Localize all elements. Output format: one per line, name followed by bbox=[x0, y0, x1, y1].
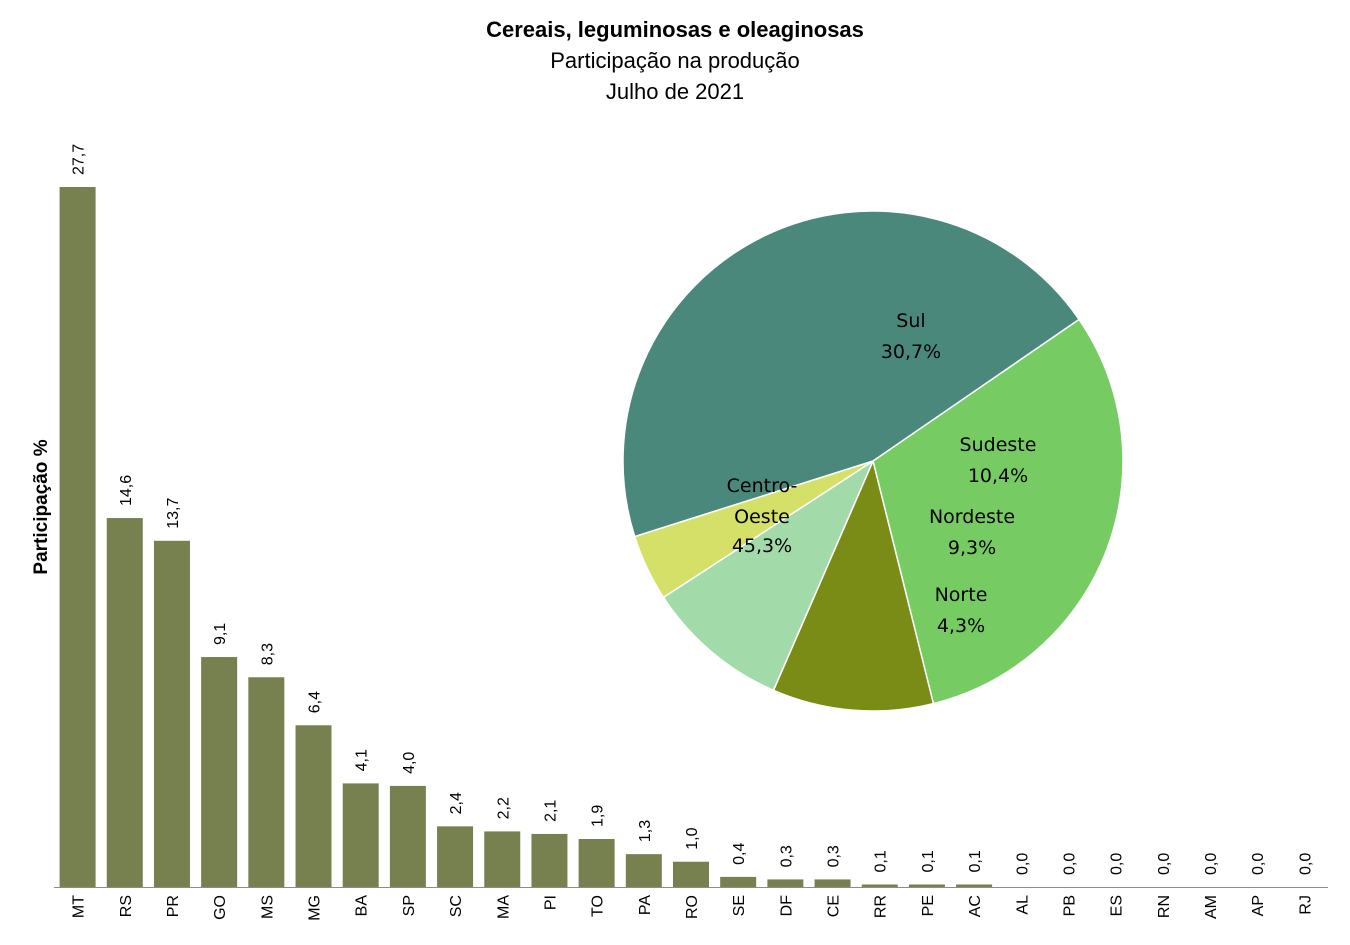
bar-MA bbox=[484, 831, 521, 887]
category-label-PA: PA bbox=[637, 895, 654, 915]
category-label-MT: MT bbox=[71, 895, 88, 918]
bar-MS bbox=[248, 677, 285, 887]
category-label-AC: AC bbox=[967, 895, 984, 917]
pie-label-centro-oeste-name: Oeste bbox=[734, 506, 790, 528]
bar-AC bbox=[956, 884, 993, 887]
value-label-SC: 2,4 bbox=[448, 792, 465, 814]
value-label-SE: 0,4 bbox=[731, 843, 748, 865]
category-label-MA: MA bbox=[495, 895, 512, 919]
bar-RO bbox=[673, 861, 709, 887]
value-label-RN: 0,0 bbox=[1156, 853, 1173, 875]
category-label-PR: PR bbox=[165, 895, 182, 917]
value-label-MA: 2,2 bbox=[495, 797, 512, 819]
bar-PR bbox=[153, 540, 190, 887]
bar-SP bbox=[389, 785, 426, 887]
bar-MT bbox=[59, 187, 96, 887]
value-label-CE: 0,3 bbox=[826, 845, 843, 867]
value-label-PB: 0,0 bbox=[1061, 853, 1078, 875]
pie-slice-sudeste bbox=[772, 458, 935, 712]
category-label-MG: MG bbox=[307, 895, 324, 921]
category-label-PB: PB bbox=[1061, 895, 1078, 916]
pie-label-centro-oeste-value: 45,3% bbox=[732, 535, 792, 557]
bar-SE bbox=[720, 876, 757, 887]
value-label-GO: 9,1 bbox=[212, 623, 229, 645]
category-label-SP: SP bbox=[401, 895, 418, 916]
category-label-SE: SE bbox=[731, 895, 748, 916]
bar-PE bbox=[908, 884, 945, 887]
value-label-RJ: 0,0 bbox=[1297, 853, 1314, 875]
category-label-BA: BA bbox=[354, 895, 371, 917]
bar-RS bbox=[106, 518, 143, 887]
pie-label-norte-name: Norte bbox=[935, 584, 988, 606]
value-label-PA: 1,3 bbox=[637, 820, 654, 842]
bar-MG bbox=[295, 725, 332, 887]
category-label-RN: RN bbox=[1156, 895, 1173, 918]
category-label-DF: DF bbox=[778, 895, 795, 917]
value-label-SP: 4,0 bbox=[401, 752, 418, 774]
value-label-MG: 6,4 bbox=[307, 691, 324, 713]
category-label-RJ: RJ bbox=[1297, 895, 1314, 915]
pie-label-sudeste-name: Sudeste bbox=[960, 434, 1037, 456]
category-label-PI: PI bbox=[542, 895, 559, 910]
bar-TO bbox=[578, 838, 615, 887]
pie-slice-sul bbox=[872, 318, 1124, 705]
category-label-SC: SC bbox=[448, 895, 465, 917]
pie-label-sul-value: 30,7% bbox=[881, 341, 941, 363]
bar-BA bbox=[342, 783, 379, 887]
pie-slice-centro-oeste bbox=[622, 210, 1081, 538]
category-label-MS: MS bbox=[259, 895, 276, 919]
pie-label-centro-oeste-name: Centro- bbox=[727, 475, 798, 497]
bar-SC bbox=[437, 826, 474, 887]
chart-subtitle: Participação na produção bbox=[550, 48, 800, 73]
category-label-RS: RS bbox=[118, 895, 135, 917]
category-label-ES: ES bbox=[1109, 895, 1126, 916]
category-label-CE: CE bbox=[826, 895, 843, 917]
value-label-PI: 2,1 bbox=[542, 800, 559, 822]
value-label-RS: 14,6 bbox=[118, 475, 135, 506]
bar-PA bbox=[625, 854, 662, 887]
category-label-TO: TO bbox=[590, 895, 607, 917]
category-label-AM: AM bbox=[1203, 895, 1220, 919]
value-label-RO: 1,0 bbox=[684, 827, 701, 849]
value-label-BA: 4,1 bbox=[354, 749, 371, 771]
pie-label-norte-value: 4,3% bbox=[937, 615, 985, 637]
bar-CE bbox=[814, 879, 851, 887]
pie-label-nordeste-value: 9,3% bbox=[948, 537, 996, 559]
value-label-DF: 0,3 bbox=[778, 845, 795, 867]
value-label-MT: 27,7 bbox=[71, 144, 88, 175]
pie-label-sudeste-value: 10,4% bbox=[968, 465, 1028, 487]
chart-titles: Cereais, leguminosas e oleaginosas Parti… bbox=[0, 14, 1350, 107]
value-label-PE: 0,1 bbox=[920, 850, 937, 872]
value-label-AP: 0,0 bbox=[1250, 853, 1267, 875]
value-label-MS: 8,3 bbox=[259, 643, 276, 665]
value-label-AM: 0,0 bbox=[1203, 853, 1220, 875]
category-label-PE: PE bbox=[920, 895, 937, 916]
category-label-RR: RR bbox=[873, 895, 890, 918]
category-label-AL: AL bbox=[1014, 895, 1031, 915]
value-label-PR: 13,7 bbox=[165, 498, 182, 529]
value-label-ES: 0,0 bbox=[1109, 853, 1126, 875]
chart-title: Cereais, leguminosas e oleaginosas bbox=[486, 17, 864, 42]
pie-slice-nordeste bbox=[662, 459, 875, 692]
pie-label-nordeste-name: Nordeste bbox=[929, 506, 1015, 528]
category-label-RO: RO bbox=[684, 895, 701, 919]
chart-period: Julho de 2021 bbox=[605, 79, 745, 104]
pie-label-sul-name: Sul bbox=[896, 310, 925, 332]
value-label-TO: 1,9 bbox=[590, 805, 607, 827]
bar-GO bbox=[201, 657, 238, 887]
category-label-AP: AP bbox=[1250, 895, 1267, 916]
bar-RR bbox=[861, 884, 898, 887]
bar-PI bbox=[531, 833, 568, 887]
value-label-AL: 0,0 bbox=[1014, 853, 1031, 875]
value-label-AC: 0,1 bbox=[967, 850, 984, 872]
value-label-RR: 0,1 bbox=[873, 850, 890, 872]
category-label-GO: GO bbox=[212, 895, 229, 920]
bar-DF bbox=[767, 879, 804, 887]
